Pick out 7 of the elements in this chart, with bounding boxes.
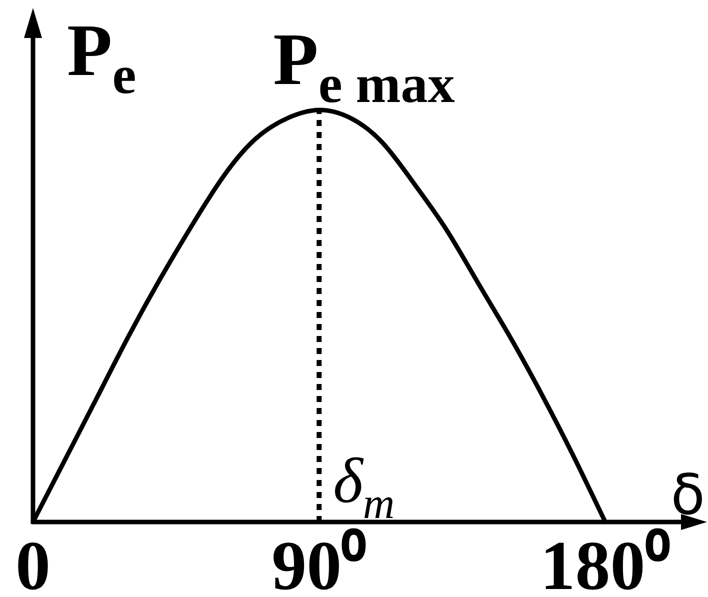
x-axis-title: δ xyxy=(670,463,705,528)
ref-line-label: δ$_{m}$ xyxy=(333,445,395,528)
x-tick-label: 90⁰ xyxy=(272,528,367,597)
y-axis-title: P$_{e}$ xyxy=(67,10,136,105)
x-tick-label: 180⁰ xyxy=(540,528,670,597)
annotation: P$_{e max}$ xyxy=(273,19,455,114)
x-tick-label: 0 xyxy=(16,528,50,597)
